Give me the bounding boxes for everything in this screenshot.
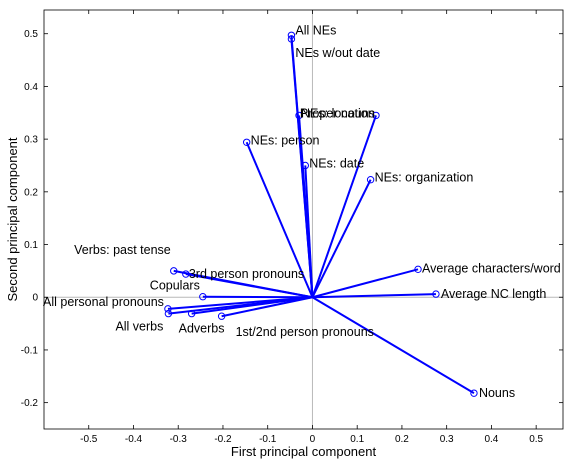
vector-nes-date (304, 165, 314, 298)
point-label-nes-w-out-date: NEs w/out date (295, 46, 380, 60)
vector-average-nc-length (312, 293, 436, 299)
marker-3rd-person-pronouns (182, 270, 190, 278)
y-tick-label: 0.2 (24, 187, 38, 198)
plot-frame (43, 9, 564, 430)
x-tick-label: 0 (310, 434, 316, 445)
marker-nes-w-out-date (287, 35, 296, 43)
x-axis-title: First principal component (231, 444, 377, 459)
point-label-all-personal-pronouns: All personal pronouns (43, 295, 164, 309)
y-tick-label: -0.1 (21, 345, 39, 356)
point-label-copulars: Copulars (150, 279, 200, 293)
point-label-1st-2nd-person-pronouns: 1st/2nd person pronouns (236, 325, 374, 339)
vector-1st-2nd-person-pronouns (221, 296, 313, 318)
point-label-nes-person: NEs: person (251, 133, 320, 147)
marker-all-verbs (164, 309, 173, 318)
x-tick-label: 0.2 (395, 434, 409, 445)
vector-copulars (202, 295, 313, 299)
point-label-nes-location: NEs: location (301, 106, 375, 120)
x-tick-label: 0.5 (529, 434, 543, 445)
x-tick-label: -0.4 (125, 434, 143, 445)
point-label-all-nes: All NEs (295, 23, 336, 37)
marker-copulars (199, 293, 207, 301)
point-label-proper-nouns: Proper nouns (300, 106, 375, 120)
point-label-average-characters-word: Average characters/word (422, 261, 561, 275)
point-label-adverbs: Adverbs (179, 322, 225, 336)
marker-average-characters-word (414, 265, 422, 274)
marker-nes-person (242, 138, 251, 146)
point-label-verbs-past-tense: Verbs: past tense (74, 243, 171, 257)
y-tick-label: 0.4 (24, 82, 38, 93)
marker-proper-nouns (372, 111, 380, 120)
x-tick-label: -0.5 (80, 434, 98, 445)
point-labels: All NEs NEs w/out date NEs: locationProper… (43, 23, 561, 400)
point-label-3rd-person-pronouns: 3rd person pronouns (189, 267, 304, 281)
point-label-nouns: Nouns (479, 386, 515, 400)
x-tick-label: 0.4 (484, 434, 498, 445)
x-tick-label: 0.3 (440, 434, 454, 445)
y-tick-label: -0.2 (21, 398, 39, 409)
vector-nes-person (245, 141, 314, 298)
marker-nouns (470, 389, 478, 397)
x-tick-label: -0.2 (214, 434, 232, 445)
marker-average-nc-length (432, 290, 440, 298)
y-tick-label: 0 (32, 293, 38, 304)
x-tick-label: -0.3 (170, 434, 188, 445)
vector-3rd-person-pronouns (185, 273, 313, 299)
marker-all-personal-pronouns (164, 305, 172, 313)
vector-nes-organization (311, 179, 372, 298)
point-label-average-nc-length: Average NC length (441, 287, 546, 301)
point-label-nes-organization: NEs: organization (375, 171, 474, 185)
marker-nes-date (301, 161, 309, 170)
vector-nouns (311, 296, 475, 395)
y-axis-title: Second principal component (5, 137, 20, 301)
marker-nes-location (295, 111, 303, 120)
tick-labels: -0.5 -0.4 -0.3 -0.2 -0.1 0 0.1 0.2 0.3 0.4 0.5 -0.2… (21, 29, 544, 445)
y-tick-label: 0.1 (24, 240, 38, 251)
vector-average-characters-word (312, 268, 419, 299)
x-tick-label: -0.1 (259, 434, 277, 445)
x-tick-label: 0.1 (350, 434, 364, 445)
marker-nes-organization (366, 176, 375, 184)
marker-1st-2nd-person-pronouns (217, 312, 226, 320)
point-label-nes-date: NEs: date (309, 156, 364, 170)
y-tick-label: 0.3 (24, 135, 38, 146)
vector-adverbs (191, 296, 313, 315)
vector-proper-nouns (311, 115, 377, 298)
y-tick-label: 0.5 (24, 29, 38, 40)
marker-all-nes (287, 31, 296, 39)
marker-adverbs (187, 309, 196, 318)
markers (164, 31, 478, 397)
axis-ticks (44, 10, 563, 429)
point-label-all-verbs: All verbs (115, 320, 163, 334)
marker-verbs-past-tense (170, 267, 178, 275)
